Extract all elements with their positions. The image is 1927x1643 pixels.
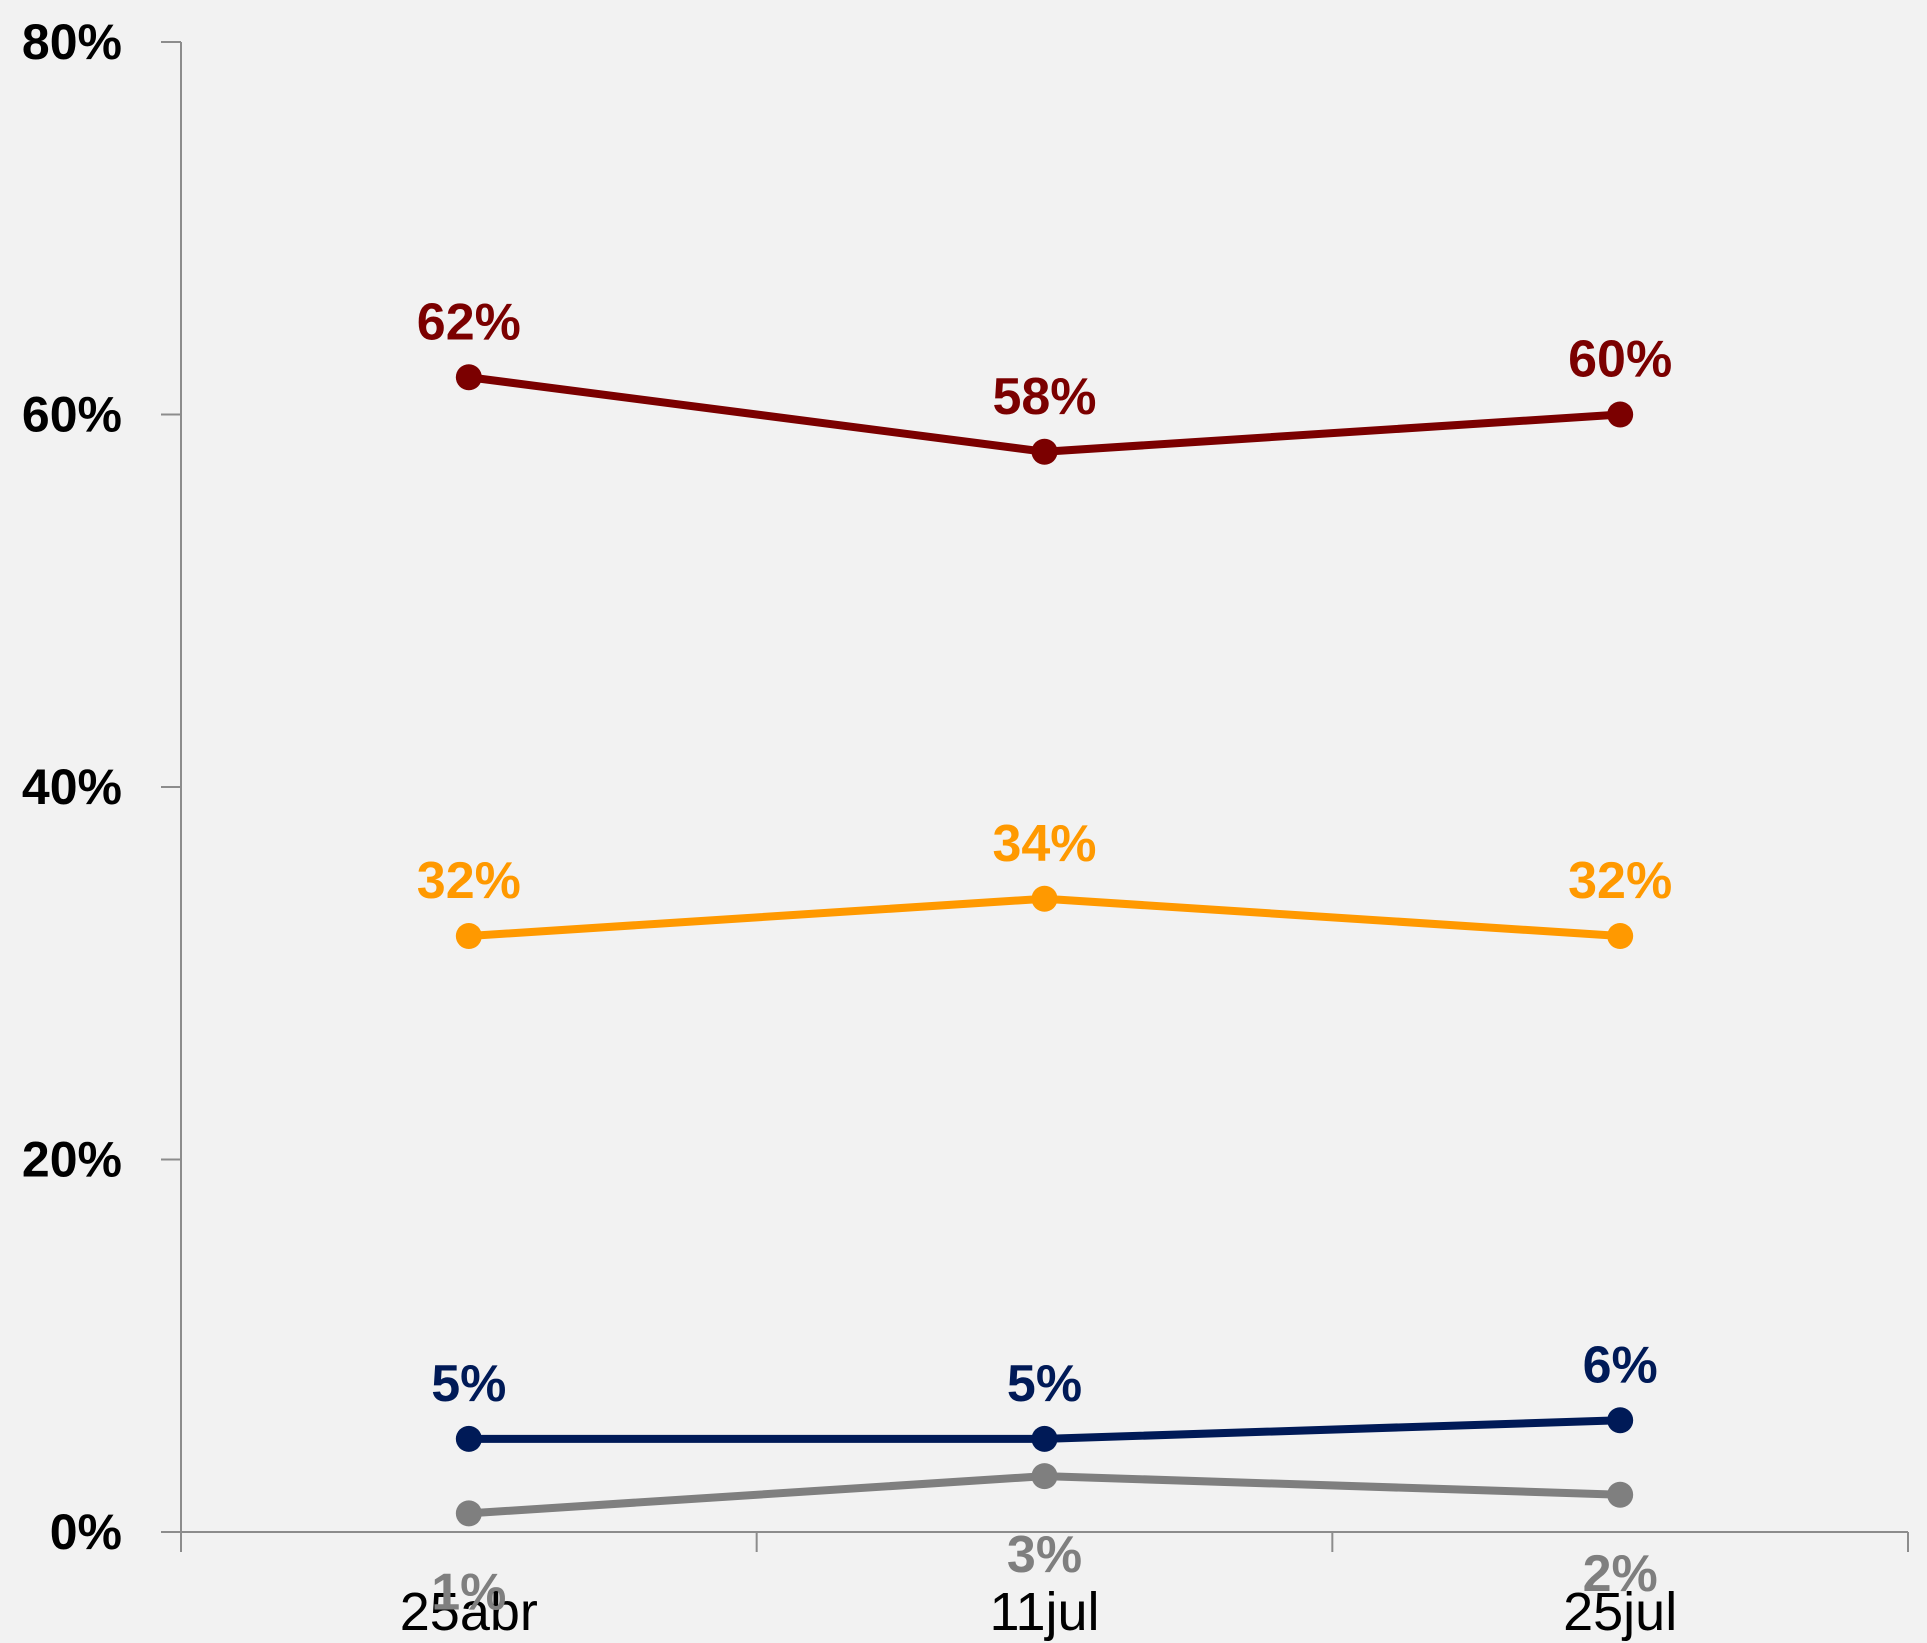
data-point	[1031, 438, 1058, 465]
data-label: 1%	[431, 1563, 506, 1621]
x-tick-label: 25abr	[400, 1582, 538, 1642]
data-point	[455, 923, 482, 949]
data-label: 3%	[1007, 1526, 1082, 1584]
data-point	[455, 1425, 482, 1452]
data-point	[1607, 923, 1634, 949]
data-point	[1031, 885, 1058, 912]
data-point	[1607, 401, 1634, 428]
data-label: 62%	[417, 293, 521, 351]
data-label: 5%	[1007, 1355, 1082, 1413]
data-label: 6%	[1583, 1336, 1658, 1394]
tick-labels: 0% 20% 40% 60% 80% 25abr 11jul 25jul	[22, 14, 1677, 1642]
y-tick-label: 40%	[22, 759, 122, 815]
data-point	[1607, 1407, 1634, 1434]
y-tick-label: 60%	[22, 387, 122, 443]
data-point	[455, 364, 482, 391]
x-tick-label: 11jul	[989, 1582, 1099, 1642]
data-label: 58%	[992, 368, 1096, 426]
x-tick-label: 25jul	[1563, 1582, 1677, 1642]
data-labels: 62% 58% 60% 32% 34% 32% 5% 5% 6% 1% 3% 2%	[417, 293, 1672, 1621]
data-point	[1031, 1425, 1058, 1452]
data-label: 5%	[431, 1355, 506, 1413]
series-group	[455, 364, 1634, 1527]
data-label: 32%	[1568, 852, 1672, 910]
data-point	[455, 1500, 482, 1527]
data-point	[1031, 1463, 1058, 1490]
data-label: 32%	[417, 852, 521, 910]
axes	[161, 41, 1909, 1552]
y-tick-label: 0%	[50, 1504, 122, 1560]
y-tick-label: 20%	[22, 1132, 122, 1188]
data-point	[1607, 1481, 1634, 1508]
y-tick-label: 80%	[22, 14, 122, 70]
data-label: 60%	[1568, 331, 1672, 389]
data-label: 2%	[1583, 1545, 1658, 1603]
data-label: 34%	[992, 815, 1096, 873]
